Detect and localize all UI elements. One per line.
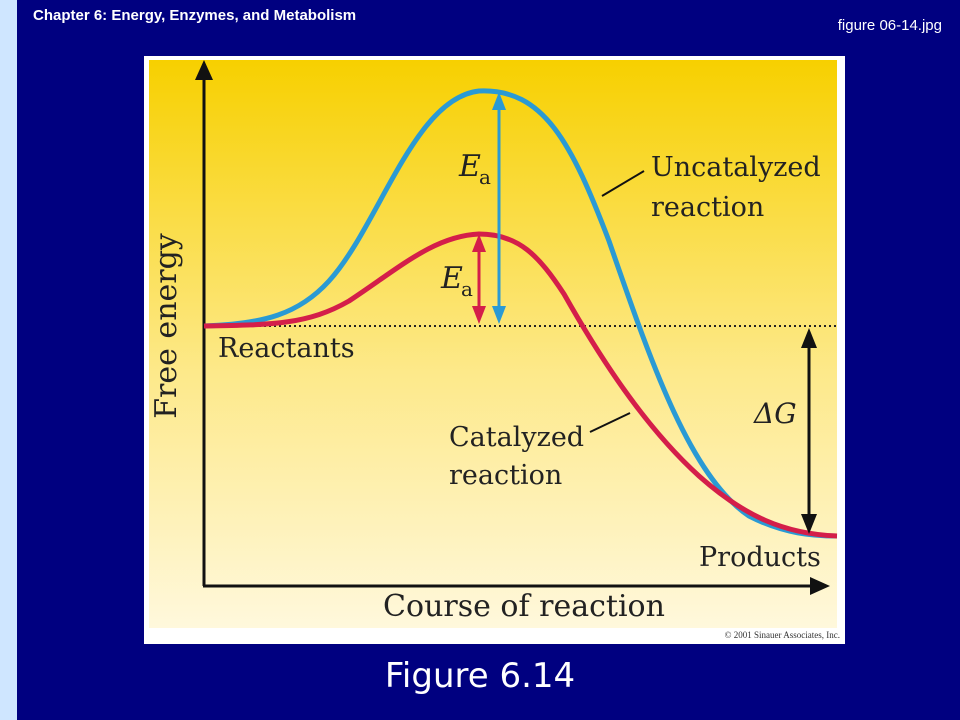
delta-g-arrowhead-top [801, 328, 817, 348]
file-name: figure 06-14.jpg [837, 17, 942, 34]
delta-g-arrowhead-bottom [801, 514, 817, 534]
delta-g-label: ΔG [753, 397, 797, 430]
copyright-text: © 2001 Sinauer Associates, Inc. [725, 630, 840, 640]
uncatalyzed-label-line2: reaction [651, 192, 764, 223]
catalyzed-label-line1: Catalyzed [449, 422, 584, 453]
x-axis-arrowhead [810, 577, 830, 595]
uncatalyzed-label-line1: Uncatalyzed [651, 152, 821, 183]
uncatalyzed-ea-subscript: a [479, 165, 491, 189]
catalyzed-ea-arrowhead-top [472, 234, 486, 252]
reactants-label: Reactants [218, 333, 355, 364]
catalyzed-ea-arrowhead-bottom [472, 306, 486, 324]
catalyzed-ea-subscript: a [461, 277, 473, 301]
catalyzed-ea-symbol: E [440, 261, 463, 296]
catalyzed-curve [203, 231, 838, 539]
uncatalyzed-ea-label: E a [458, 149, 491, 189]
left-edge-strip [0, 0, 17, 720]
products-label: Products [699, 542, 821, 573]
uncatalyzed-ea-arrowhead-top [492, 92, 506, 110]
plot-area-background [149, 60, 837, 628]
chapter-title: Chapter 6: Energy, Enzymes, and Metaboli… [33, 7, 357, 24]
figure-caption: Figure 6.14 [384, 656, 576, 696]
catalyzed-ea-label: E a [440, 261, 473, 301]
uncatalyzed-leader-line [601, 170, 645, 197]
catalyzed-label-line2: reaction [449, 460, 562, 491]
catalyzed-leader-line [589, 412, 631, 433]
energy-diagram: Free energy Course of reaction Reactants… [144, 56, 845, 644]
y-axis-label: Free energy [149, 233, 184, 419]
uncatalyzed-ea-arrowhead-bottom [492, 306, 506, 324]
y-axis-arrowhead [195, 60, 213, 80]
x-axis-label: Course of reaction [383, 589, 665, 624]
uncatalyzed-ea-symbol: E [458, 149, 481, 184]
